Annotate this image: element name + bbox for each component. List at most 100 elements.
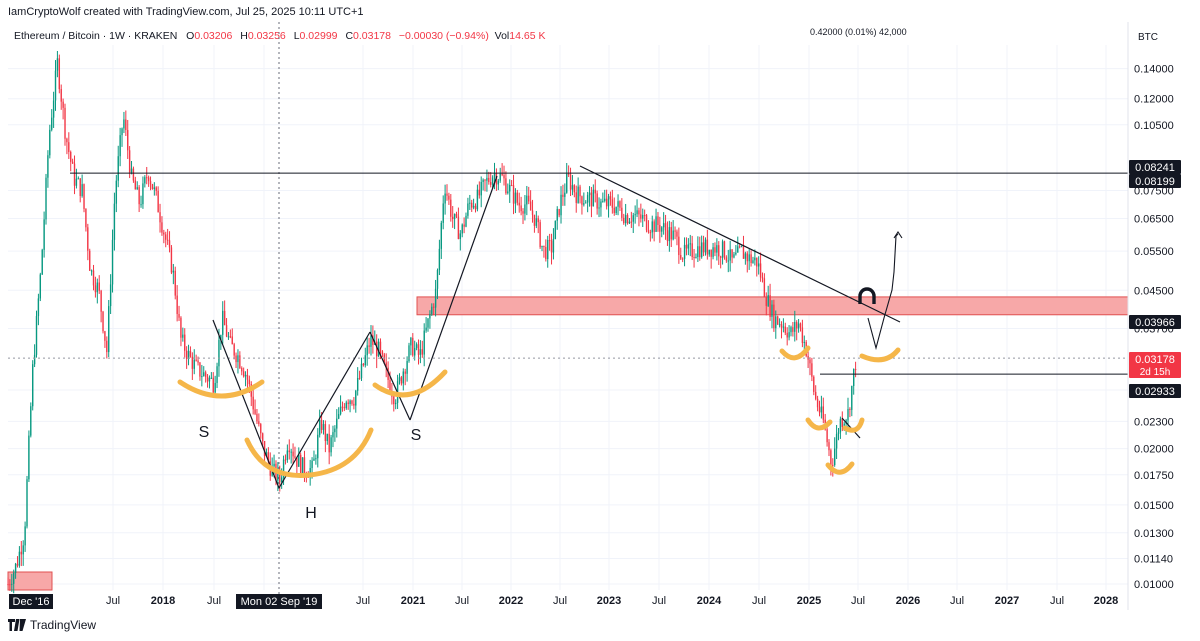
candle-body (626, 215, 629, 224)
candle-body (375, 341, 378, 357)
candle-body (484, 179, 486, 181)
candle-body (159, 212, 161, 223)
candle-body (54, 70, 57, 101)
candle-body (263, 440, 266, 457)
time-axis: Jul2018Jul2019Jul2021Jul2022Jul2023Jul20… (9, 594, 1118, 609)
candle-body (239, 355, 241, 369)
price-tag-bg (1129, 352, 1181, 378)
candle-body (142, 183, 144, 205)
candle-body (185, 350, 188, 359)
pattern-annotation (244, 427, 374, 479)
candle-body (98, 282, 100, 291)
y-tick-label: 0.02000 (1134, 444, 1174, 456)
candle-body (326, 433, 328, 442)
candle-body (237, 355, 239, 363)
x-tick-label: Jul (851, 595, 865, 607)
price-tag-bg (1129, 174, 1181, 188)
y-tick-label: 0.01500 (1134, 500, 1174, 512)
candle-body (486, 177, 488, 181)
candle-body (853, 369, 855, 387)
candle-body (296, 457, 298, 467)
candle-body (284, 459, 287, 461)
candle-body (144, 177, 146, 184)
candle-body (556, 209, 558, 221)
candle-body (797, 323, 800, 329)
candle-body (552, 238, 555, 253)
symbol-name[interactable]: Ethereum / Bitcoin · 1W · KRAKEN (14, 30, 178, 42)
candle-body (727, 260, 729, 262)
candle-body (77, 178, 80, 180)
candle-body (820, 406, 823, 413)
candle-body (248, 379, 251, 385)
candle-body (68, 142, 70, 152)
candle-body (22, 545, 24, 555)
candle-body (43, 219, 45, 250)
candle-body (490, 182, 492, 185)
candle-body (60, 89, 62, 102)
candle-body (121, 128, 123, 136)
candle-body (509, 184, 511, 192)
y-tick-label: 0.04500 (1134, 285, 1174, 297)
candle-body (465, 215, 467, 227)
candle-body (406, 361, 408, 374)
candle-body (85, 208, 87, 228)
tradingview-footer[interactable]: TradingView (8, 618, 96, 632)
candle-body (404, 371, 406, 374)
candle-body (560, 194, 562, 216)
candle-body (782, 326, 785, 328)
candle-body (471, 202, 473, 208)
candle-body (16, 563, 19, 566)
candle-body (676, 231, 678, 237)
candle-body (636, 210, 638, 215)
candle-body (503, 175, 505, 179)
trend-line (212, 319, 280, 489)
candle-body (767, 295, 769, 306)
candle-body (472, 205, 475, 208)
x-tick-label: Jul (652, 595, 666, 607)
candle-body (168, 240, 171, 248)
candle-body (799, 323, 802, 328)
candle-body (117, 156, 119, 181)
x-start-box (9, 594, 53, 609)
candle-body (847, 408, 849, 421)
candle-body (539, 222, 541, 248)
candle-body (452, 216, 454, 220)
candle-body (615, 206, 617, 214)
y-tick-label: 0.14000 (1134, 64, 1174, 76)
candle-body (412, 337, 414, 356)
candle-body (742, 246, 745, 259)
candle-body (332, 432, 334, 438)
x-tick-label: 2022 (499, 595, 523, 607)
candle-body (191, 356, 194, 369)
candle-body (136, 187, 138, 190)
candle-body (792, 327, 794, 332)
candle-body (493, 173, 496, 178)
footer-brand: TradingView (30, 618, 97, 632)
candle-body (244, 374, 247, 377)
candle-body (265, 452, 268, 457)
candle-body (381, 351, 384, 355)
candle-body (832, 464, 834, 466)
candle-body (18, 551, 21, 566)
candle-body (96, 282, 99, 293)
candle-body (499, 173, 501, 181)
candle-body (522, 211, 524, 214)
candle-body (775, 316, 777, 329)
candle-body (769, 295, 771, 317)
change-value: −0.00030 (−0.94%) (398, 30, 489, 42)
candle-body (818, 407, 821, 413)
candle-body (100, 290, 102, 312)
candle-body (214, 382, 216, 393)
x-tick-label: 2028 (1094, 595, 1118, 607)
candle-body (583, 203, 585, 205)
candle-body (488, 177, 490, 183)
candle-body (246, 374, 249, 380)
candle-body (128, 150, 131, 173)
candle-body (843, 423, 845, 428)
high-value: 0.03256 (247, 30, 286, 42)
candle-body (370, 335, 372, 347)
candle-body (229, 336, 232, 338)
candle-body (765, 297, 767, 306)
candle-body (638, 210, 640, 215)
